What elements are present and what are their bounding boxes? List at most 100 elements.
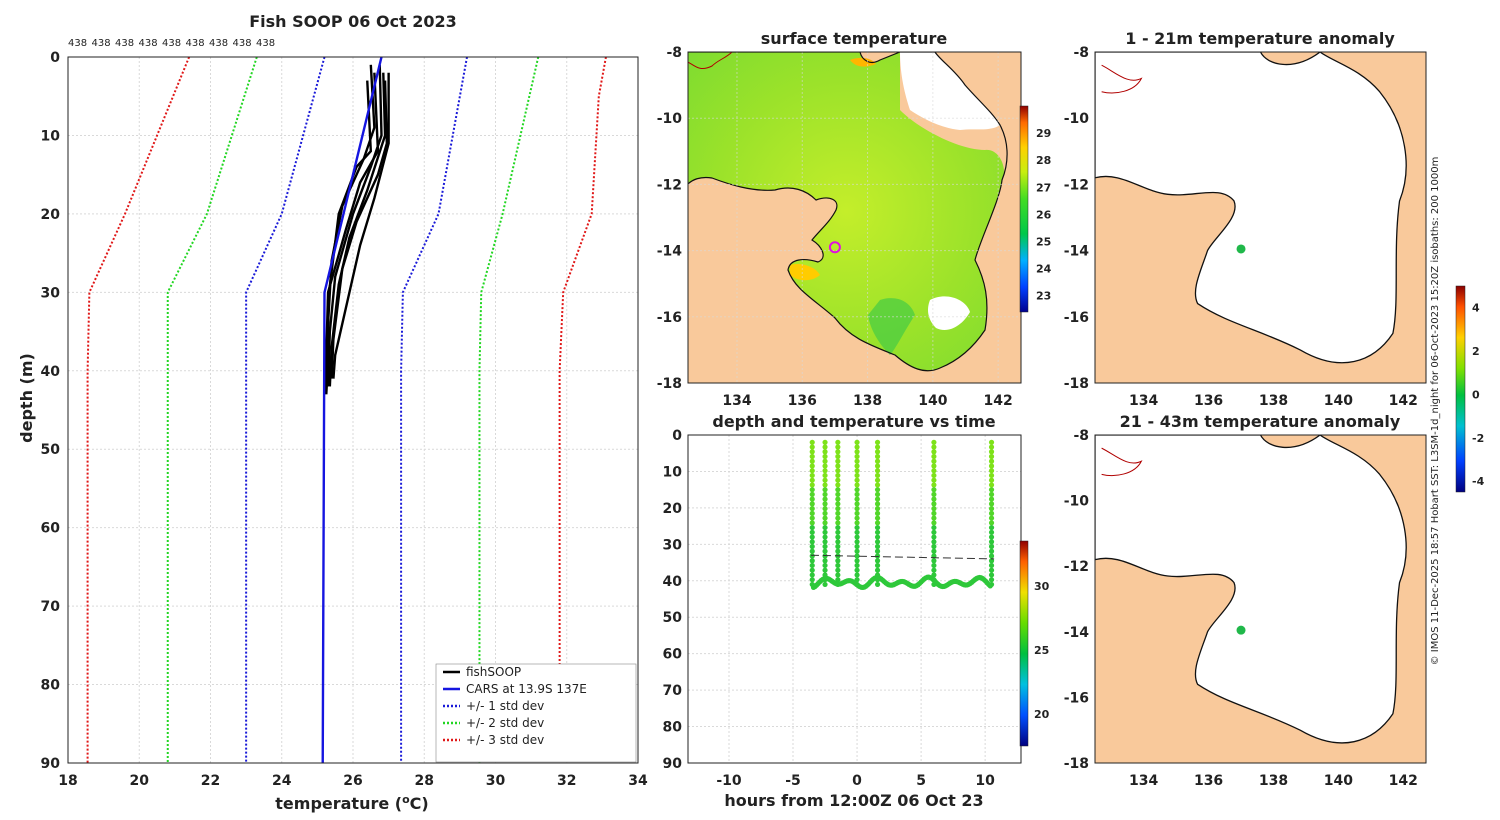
- cast-point: [874, 501, 881, 507]
- cast-point: [822, 439, 828, 445]
- cast-point: [809, 534, 815, 540]
- cast-point: [854, 491, 860, 498]
- cast-point: [874, 529, 881, 535]
- cast-point: [835, 572, 841, 578]
- cast-point: [835, 491, 841, 498]
- cast-point: [874, 472, 881, 479]
- sst-colorbar-ticks: 23 24 25 26 27 28 29: [1036, 127, 1052, 303]
- depth-time-panel: depth and temperature vs time -10 -5 0 5 10 …: [663, 412, 1050, 810]
- depth-time-xtick-label: -10: [716, 773, 742, 789]
- cast-point: [931, 558, 937, 564]
- cast-point: [931, 496, 937, 502]
- anomaly-colorbar-ticks: -4 -2 0 2 4: [1472, 302, 1485, 488]
- cast-point: [854, 472, 860, 479]
- cast-point: [854, 444, 860, 450]
- cast-point: [874, 453, 881, 460]
- anomaly-shallow-x-ticks: 134 136 138 140 142: [1129, 393, 1418, 409]
- profile-series: [86, 57, 607, 763]
- anomaly-colorbar-label: -2: [1472, 432, 1484, 445]
- cast-point: [854, 558, 860, 564]
- cast-point: [822, 487, 828, 493]
- map-xtick-label: 136: [788, 393, 817, 409]
- cast-point: [931, 491, 937, 498]
- profile-count-labels: 438 438 438 438 438 438 438 438 438: [68, 38, 275, 49]
- legend-label: fishSOOP: [466, 665, 521, 679]
- cast-point: [854, 548, 860, 554]
- cast-point: [822, 562, 828, 569]
- cast-point: [874, 562, 881, 569]
- cast-point: [835, 562, 841, 569]
- anomaly-station-marker: [1236, 625, 1246, 635]
- bottom-point: [987, 583, 993, 589]
- cast-point: [988, 453, 995, 460]
- cast-point: [874, 491, 881, 498]
- cast-point: [835, 529, 841, 535]
- profile-std-line: [558, 57, 607, 763]
- cast-point: [809, 524, 815, 531]
- profile-panel: Fish SOOP 06 Oct 2023 438 438 438 438 438 438…: [17, 12, 648, 813]
- cast-point: [988, 487, 995, 493]
- profile-xtick-label: 18: [58, 773, 77, 789]
- cast-point: [809, 553, 815, 559]
- sst-warm-coast: [790, 264, 820, 281]
- cast-point: [809, 487, 815, 493]
- cast-point: [854, 539, 860, 545]
- map-ytick-label: -10: [1064, 494, 1090, 510]
- cast-point: [874, 548, 881, 554]
- cast-point: [854, 553, 860, 559]
- cast-point: [874, 506, 881, 512]
- profile-ytick-label: 40: [41, 364, 61, 380]
- map-xtick-label: 134: [1129, 773, 1158, 789]
- map-ytick-label: -14: [1064, 625, 1090, 641]
- cast-point: [809, 520, 815, 526]
- cast-point: [874, 510, 881, 516]
- cast-point: [988, 529, 995, 535]
- profile-count-label: 438: [209, 38, 228, 49]
- sst-colorbar-label: 25: [1036, 236, 1051, 249]
- profile-ytick-label: 20: [41, 207, 61, 223]
- profile-xtick-label: 26: [343, 773, 362, 789]
- cast-point: [835, 567, 841, 573]
- cast-point: [835, 539, 841, 545]
- map-ytick-label: -12: [1064, 177, 1089, 193]
- depth-time-title: depth and temperature vs time: [712, 412, 995, 431]
- map-xtick-label: 140: [1324, 393, 1353, 409]
- profile-ytick-label: 80: [41, 678, 61, 694]
- profile-std-line: [86, 57, 191, 763]
- profile-ytick-label: 60: [41, 521, 61, 537]
- cast-point: [931, 524, 937, 531]
- fishsoop-profile: [328, 72, 387, 387]
- cast-point: [988, 472, 995, 479]
- cast-point: [854, 515, 860, 521]
- cast-point: [822, 472, 828, 479]
- cast-point: [988, 444, 995, 450]
- cast-point: [835, 510, 841, 516]
- cast-point: [822, 539, 828, 545]
- cast-point: [854, 567, 860, 573]
- cast-point: [931, 458, 937, 464]
- cast-point: [835, 534, 841, 540]
- anomaly-shallow-title: 1 - 21m temperature anomaly: [1125, 29, 1395, 48]
- cast-point: [988, 491, 995, 498]
- cast-point: [988, 524, 995, 531]
- profile-count-label: 438: [256, 38, 275, 49]
- cast-point: [809, 477, 815, 483]
- map-ytick-label: -18: [1064, 756, 1089, 772]
- sst-colorbar-label: 28: [1036, 154, 1051, 167]
- profile-ytick-label: 90: [41, 756, 61, 772]
- cast-point: [931, 562, 937, 569]
- cast-point: [835, 543, 841, 550]
- cast-point: [854, 439, 860, 445]
- cast-point: [988, 553, 995, 559]
- map-ytick-label: -14: [657, 244, 683, 260]
- cast-point: [822, 520, 828, 526]
- cast-point: [835, 487, 841, 493]
- cast-point: [931, 567, 937, 573]
- depth-time-ytick-label: 70: [663, 683, 683, 699]
- depth-time-ytick-label: 50: [663, 610, 683, 626]
- depth-time-ytick-label: 10: [663, 464, 683, 480]
- cast-point: [809, 548, 815, 554]
- cast-point: [931, 529, 937, 535]
- legend-label: +/- 1 std dev: [466, 699, 544, 713]
